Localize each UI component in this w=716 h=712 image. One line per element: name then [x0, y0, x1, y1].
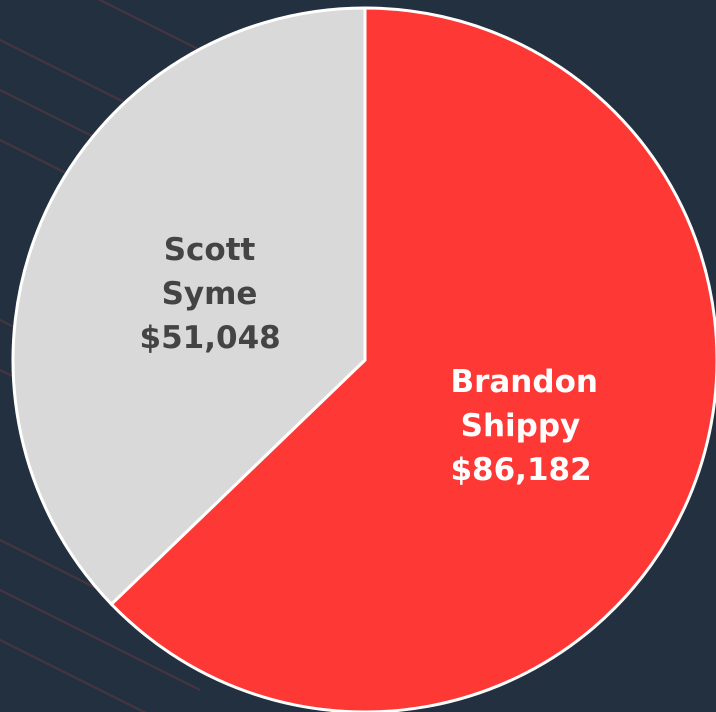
slice-label: Brandon Shippy $86,182	[420, 360, 620, 492]
pie-slice	[109, 6, 716, 712]
slice-value: $51,048	[139, 319, 281, 356]
slice-value: $86,182	[450, 452, 592, 489]
pie-slice	[11, 6, 367, 607]
slice-name: Scott Syme	[161, 231, 258, 312]
slice-name: Brandon Shippy	[450, 364, 598, 445]
slice-label: Scott Syme $51,048	[110, 228, 310, 360]
